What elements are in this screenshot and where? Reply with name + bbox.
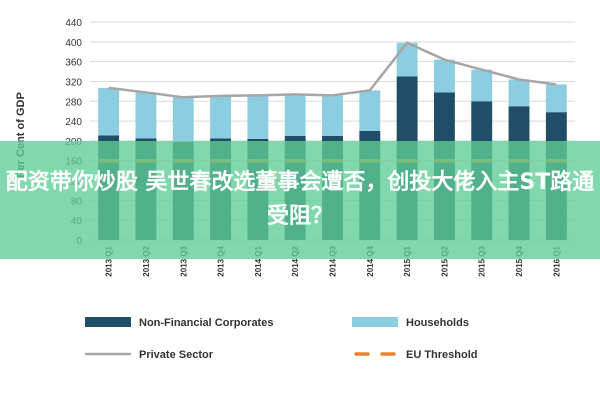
x-tick-label: 2015 Q1 [403,245,412,276]
x-tick-label: 2015 Q3 [478,245,487,276]
y-tick-label: 320 [65,77,82,88]
bar-households [359,90,381,131]
x-tick-label: 2014 Q4 [366,245,375,276]
x-tick-label: 2015 Q4 [515,245,524,276]
legend: Non-Financial Corporates Households Privat… [85,317,478,361]
bar-households [322,95,343,136]
bar-households [545,84,567,113]
bar-households [471,69,493,102]
x-axis-ticks: 2013 Q1 2013 Q2 2013 Q3 2013 Q4 2014 Q1 2014 … [105,245,562,276]
x-tick-label: 2014 Q1 [254,245,263,276]
legend-swatch-households [352,317,398,327]
bar-households [284,94,306,136]
bar-households [396,42,418,77]
banner-text: 配资带你炒股 吴世春改选董事会遭否，创投大佬入主ST路通受阻？ [5,170,595,229]
x-tick-label: 2016 Q1 [552,245,561,276]
legend-label-non-financial-corporates: Non-Financial Corporates [139,317,273,329]
y-tick-label: 280 [65,97,82,108]
legend-swatch-non-financial-corporates [85,317,131,327]
x-tick-label: 2014 Q2 [291,245,300,276]
bar-households [172,97,194,142]
overlay-banner: 配资带你炒股 吴世春改选董事会遭否，创投大佬入主ST路通受阻？ [0,141,600,259]
x-tick-label: 2013 Q4 [217,245,226,276]
x-tick-label: 2013 Q1 [105,245,114,276]
bar-households [210,95,232,139]
bar-households [135,92,157,139]
y-tick-label: 440 [65,18,82,29]
bar-households [247,95,269,139]
x-tick-label: 2013 Q2 [142,245,151,276]
legend-label-households: Households [406,317,469,329]
private-sector-line [108,41,557,99]
legend-label-eu-threshold: EU Threshold [406,349,478,361]
legend-label-private-sector: Private Sector [139,349,214,361]
bar-households [508,79,530,107]
bar-households [433,59,455,93]
x-tick-label: 2015 Q2 [440,245,449,276]
x-tick-label: 2014 Q3 [329,245,338,276]
x-tick-label: 2013 Q3 [179,245,188,276]
bar-households [98,87,120,136]
y-tick-label: 400 [65,38,82,49]
y-tick-label: 360 [65,58,82,69]
private-sector-polyline [108,41,557,99]
y-tick-label: 240 [65,117,82,128]
